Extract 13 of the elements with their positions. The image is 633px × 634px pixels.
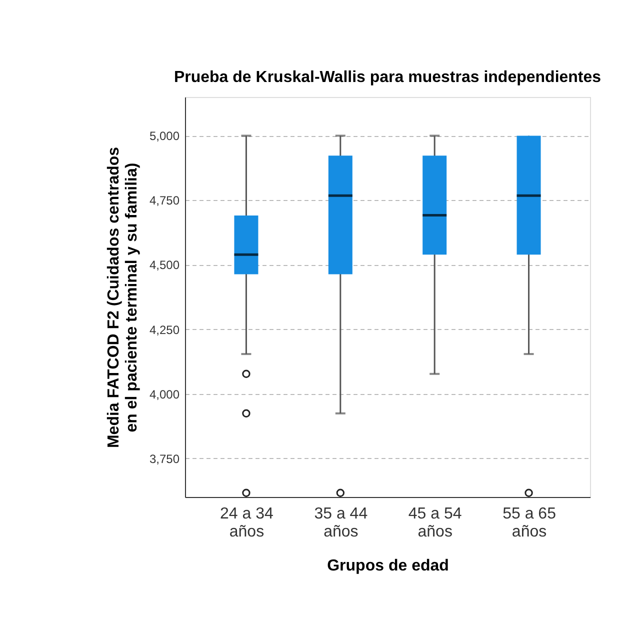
y-axis-title: Media FATCOD F2 (Cuidados centrados en el paciente terminal y su familia) <box>105 146 140 448</box>
y-tick-label: 4,750 <box>149 194 180 208</box>
y-tick-label: 3,750 <box>149 452 180 466</box>
x-tick-label: 35 a 44 años <box>314 506 368 540</box>
x-axis-title: Grupos de edad <box>327 558 449 574</box>
y-tick-label: 4,500 <box>149 258 180 272</box>
y-tick-label: 4,000 <box>149 387 180 402</box>
x-tick-label: 55 a 65 años <box>502 506 556 540</box>
chart-title: Prueba de Kruskal-Wallis para muestras independientes <box>174 69 602 86</box>
x-tick-label: 45 a 54 años <box>408 506 462 540</box>
x-tick-label: 24 a 34 años <box>220 506 274 540</box>
y-tick-label: 4,250 <box>149 322 180 337</box>
y-tick-label: 5,000 <box>149 129 180 144</box>
